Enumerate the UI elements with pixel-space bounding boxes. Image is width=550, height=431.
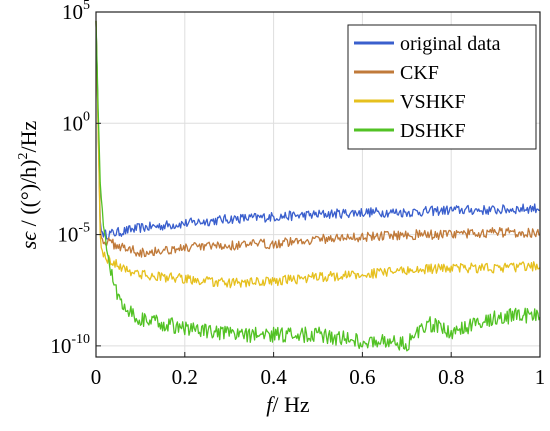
legend-label: original data [400,33,501,55]
y-axis-title: sϵ / ((°)/h)2/Hz [16,121,41,250]
legend-label: VSHKF [400,91,466,113]
y-tick-label: 10-5 [57,221,90,247]
legend-label: DSHKF [400,120,466,142]
y-axis-title-sup: 2 [16,153,31,160]
x-tick-label: 1 [535,365,546,389]
x-axis-title-italic: f [266,392,275,417]
legend-box [347,24,537,150]
plot-frame [95,11,541,358]
legend: original data CKF VSHKF DSHKF [347,24,537,150]
svg-text:sϵ / ((°)/h)2/Hz: sϵ / ((°)/h)2/Hz [16,121,41,250]
x-axis-title: f/ Hz [266,392,310,417]
legend-label: CKF [400,62,439,84]
series-line-2 [95,20,541,289]
x-axis-title-unit: / Hz [272,392,310,417]
series-lines [95,20,541,352]
y-tick-label: 10-10 [50,332,90,358]
svg-text:f/ Hz: f/ Hz [266,392,310,417]
series-line-1 [95,20,541,258]
y-axis-title-symbol: sϵ [16,231,41,250]
series-line-0 [95,20,540,240]
series-line-3 [95,20,541,352]
x-tick-label: 0.8 [438,365,464,389]
x-tick-label: 0.4 [260,365,287,389]
x-tick-label: 0.2 [172,365,198,389]
y-axis-title-tail: /Hz [16,121,41,153]
y-axis-title-unit: / ((°)/h) [16,160,41,232]
y-tick-label: 100 [62,109,90,135]
axis-ticks: 0 0.2 0.4 0.6 0.8 1 105 100 10-5 10-10 [50,0,545,389]
y-tick-label: 105 [62,0,90,24]
x-tick-label: 0 [91,365,102,389]
x-tick-label: 0.6 [349,365,375,389]
